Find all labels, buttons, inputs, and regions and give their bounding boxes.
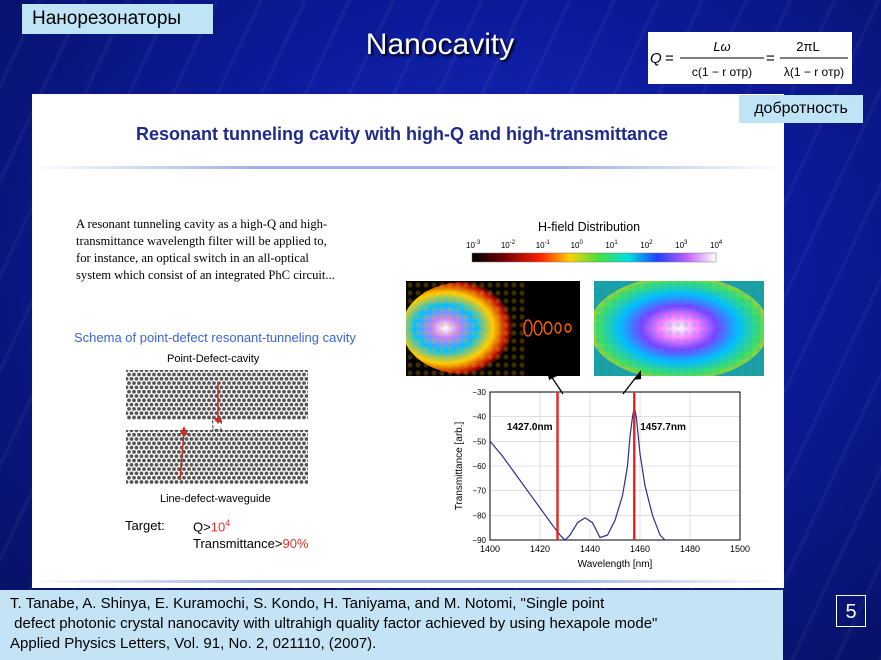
hfield-colorbar: 10-3 10-2 10-1 100 101 102 103 104 <box>466 240 722 263</box>
y-tick-label: −50 <box>472 437 486 446</box>
transmittance-chart: −30−40−50−60−70−80−90 1400 1420 1440 1460 14… <box>454 388 750 570</box>
y-tick-label: −30 <box>472 388 486 397</box>
colorbar-tick-label: 104 <box>710 240 722 250</box>
citation-line: T. Tanabe, A. Shinya, E. Kuramochi, S. K… <box>10 595 605 612</box>
colorbar-tick-label: 103 <box>675 240 688 250</box>
svg-text:=: = <box>766 50 775 67</box>
hfield-title: H-field Distribution <box>538 220 641 234</box>
svg-text:=: = <box>665 50 674 67</box>
title-divider <box>32 166 784 169</box>
description-line: A resonant tunneling cavity as a high-Q … <box>76 217 328 231</box>
resonance-markers: 1427.0nm 1457.7nm <box>507 392 686 540</box>
target-label: Target: <box>125 518 165 533</box>
schema-title: Schema of point-defect resonant-tunnelin… <box>74 330 356 345</box>
description-line: for instance, an optical switch in an al… <box>76 251 309 265</box>
colorbar-tick-label: 10-3 <box>466 240 481 250</box>
transmittance-value: 90% <box>282 536 309 551</box>
panel-title: Resonant tunneling cavity with high-Q an… <box>135 124 669 144</box>
x-tick-label: 1400 <box>480 544 500 554</box>
page-number: 5 <box>836 595 866 627</box>
x-ticks: 1400 1420 1440 1460 1480 1500 <box>480 544 750 554</box>
formula-frac1-den: c(1 − r отр) <box>692 65 752 79</box>
y-tick-label: −60 <box>472 462 486 471</box>
y-tick-label: −40 <box>472 413 486 422</box>
hfield-map-on-resonance <box>594 281 764 376</box>
line-defect-label: Line-defect-waveguide <box>160 493 271 505</box>
colorbar-tick-label: 100 <box>571 240 584 250</box>
transmittance-prefix: Transmittance> <box>193 536 283 551</box>
resonance-marker-label: 1457.7nm <box>640 422 686 433</box>
bottom-divider <box>32 580 784 583</box>
y-tick-label: −80 <box>472 511 486 520</box>
transmittance-curve <box>489 406 666 541</box>
y-tick-label: −90 <box>472 536 486 545</box>
photonic-crystal-schema <box>124 370 310 484</box>
q-target: Q>104 <box>193 518 230 534</box>
colorbar-tick-label: 101 <box>605 240 618 250</box>
q-target-value: 10 <box>210 519 226 535</box>
target-specs: Target: Q>104 Transmittance>90% <box>125 518 309 551</box>
y-ticks: −30 −40 −50 −60 −70 −80 −90 <box>472 388 486 545</box>
chart-frame <box>489 391 741 541</box>
slide-title: Nanocavity <box>365 28 515 61</box>
y-axis-label: Transmittance [arb.] <box>454 422 465 511</box>
q-factor-label: добротность <box>739 95 863 123</box>
formula-frac2-den: λ(1 − r отр) <box>784 65 844 79</box>
x-tick-label: 1500 <box>730 544 750 554</box>
hfield-map-off-resonance <box>406 281 580 376</box>
topic-label: Нанорезонаторы <box>22 4 213 34</box>
colorbar-tick-label: 10-2 <box>501 240 516 250</box>
citation-line: defect photonic crystal nanocavity with … <box>10 615 658 632</box>
q-factor-formula: Q = Lω c(1 − r отр) = 2πL λ(1 − r отр) <box>648 32 852 84</box>
citation: T. Tanabe, A. Shinya, E. Kuramochi, S. K… <box>0 590 783 660</box>
colorbar-tick-label: 102 <box>640 240 653 250</box>
x-axis-label: Wavelength [nm] <box>578 559 653 570</box>
formula-frac1-num: Lω <box>713 39 730 54</box>
citation-line: Applied Physics Letters, Vol. 91, No. 2,… <box>10 635 377 652</box>
description-line: transmittance wavelength filter will be … <box>76 234 327 248</box>
point-defect-label: Point-Defect-cavity <box>167 353 260 365</box>
x-tick-label: 1460 <box>630 544 650 554</box>
y-tick-label: −70 <box>472 487 486 496</box>
description: A resonant tunneling cavity as a high-Q … <box>76 216 376 284</box>
formula-lhs: Q <box>650 50 662 67</box>
figure-panel: Resonant tunneling cavity with high-Q an… <box>32 94 784 588</box>
x-tick-label: 1420 <box>530 544 550 554</box>
map-pointer-arrows <box>547 370 641 395</box>
transmittance-target: Transmittance>90% <box>193 536 309 551</box>
x-tick-label: 1480 <box>680 544 700 554</box>
q-target-prefix: Q> <box>193 519 211 535</box>
chart-grid <box>489 391 741 541</box>
q-target-exp: 4 <box>225 518 231 528</box>
resonance-marker-label: 1427.0nm <box>507 422 553 433</box>
formula-frac2-num: 2πL <box>796 39 819 54</box>
description-line: system which consist of an integrated Ph… <box>76 268 335 282</box>
x-tick-label: 1440 <box>580 544 600 554</box>
colorbar-tick-label: 10-1 <box>536 240 551 250</box>
